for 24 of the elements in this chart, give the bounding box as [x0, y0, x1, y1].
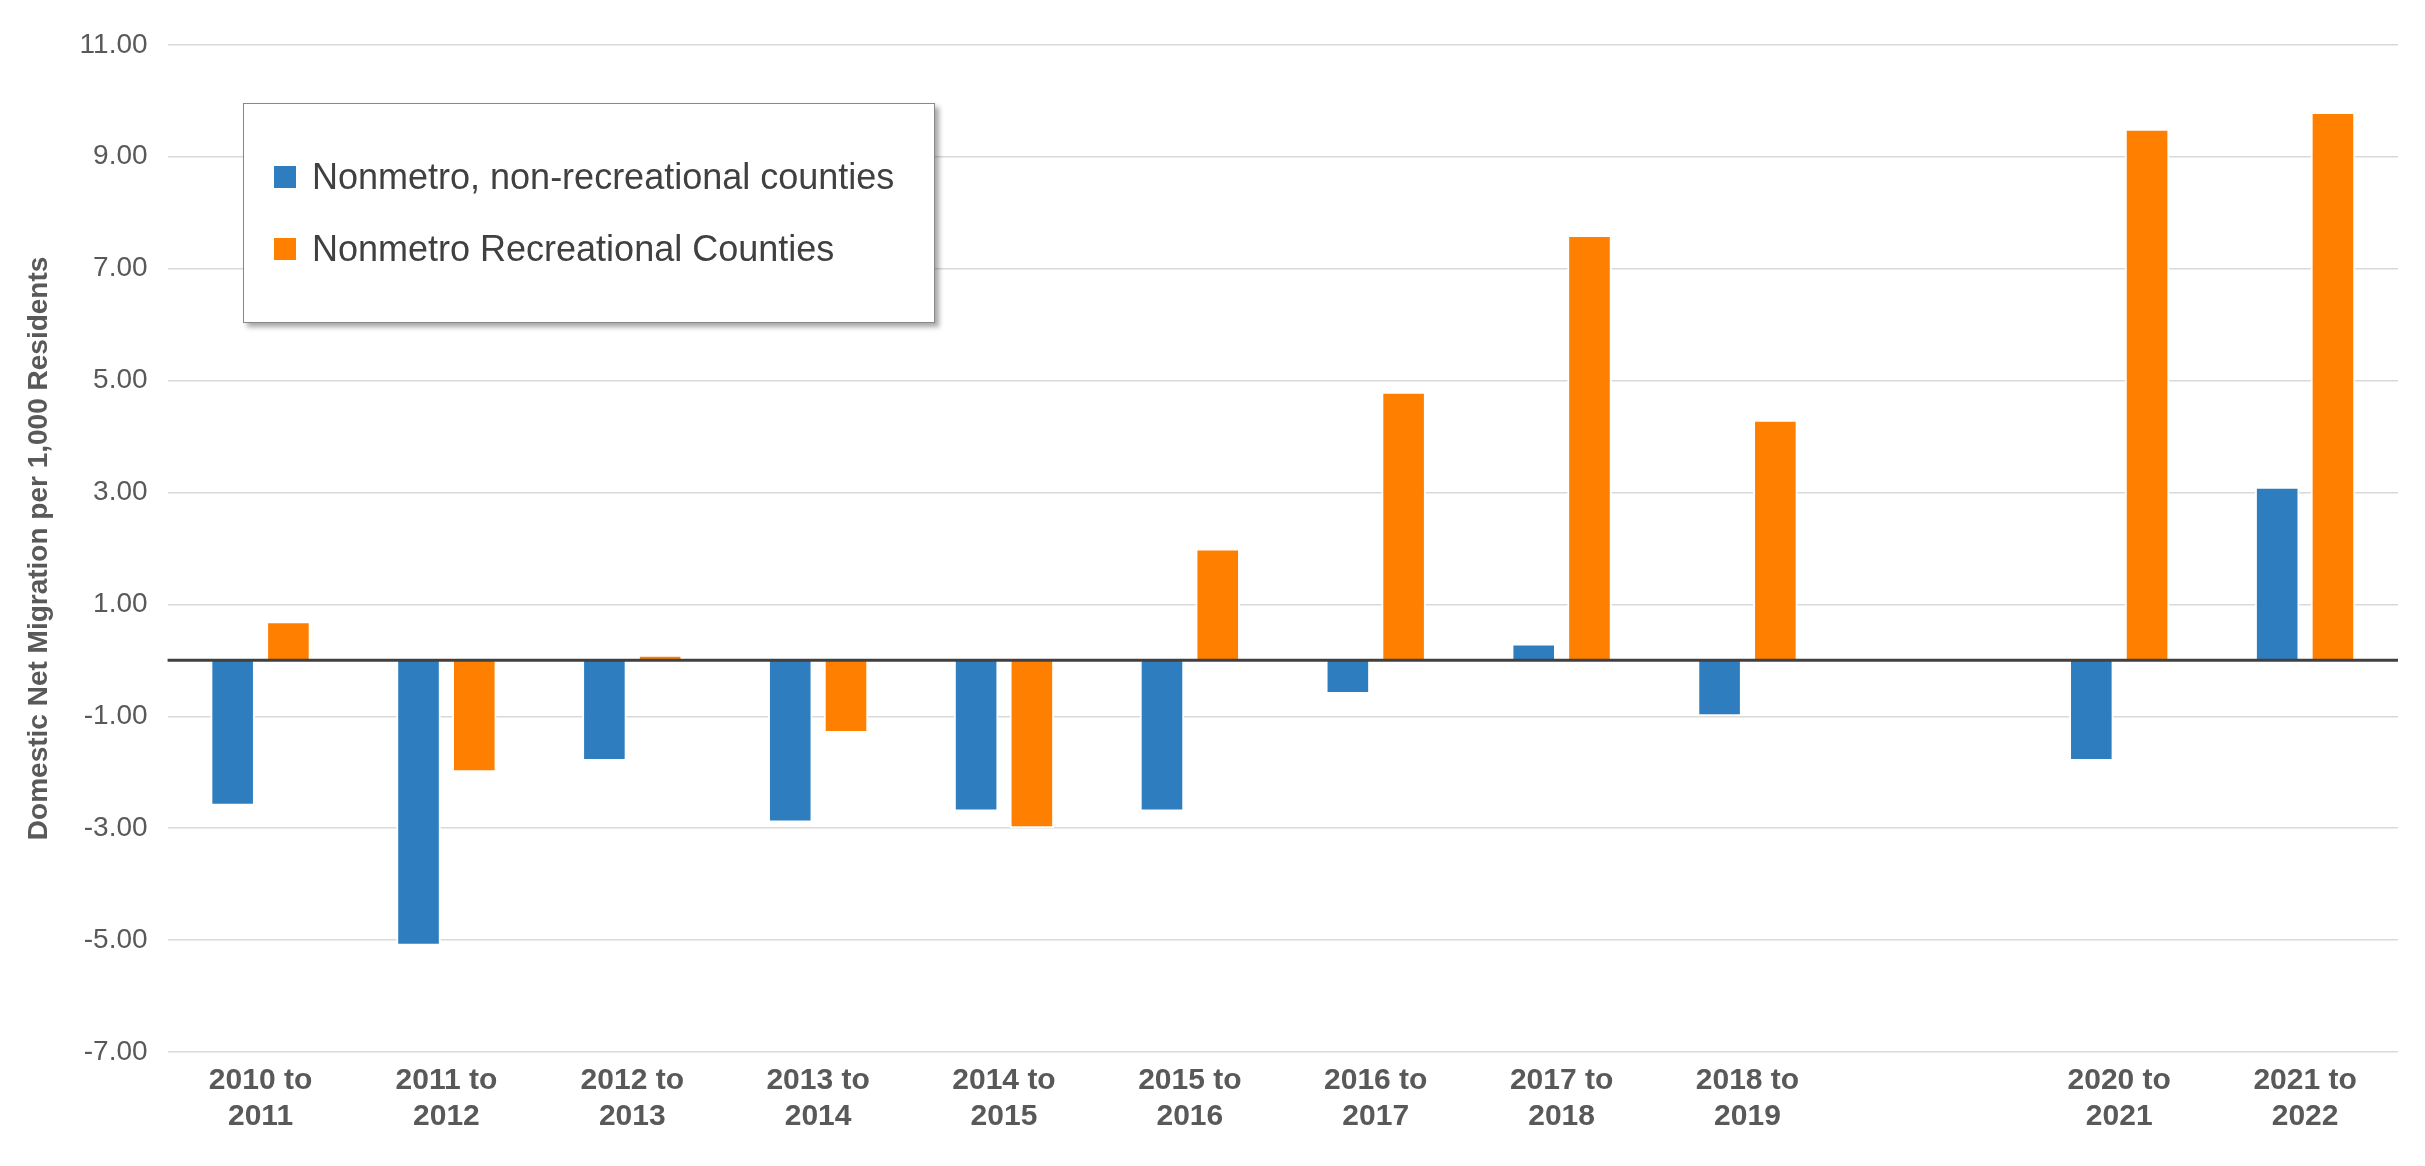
- y-tick-label: 3.00: [93, 475, 148, 507]
- x-tick-label: 2015 to 2016: [1138, 1062, 1242, 1132]
- x-tick-label: 2010 to 2011: [208, 1062, 313, 1132]
- x-tick-label: 2017 to 2018: [1509, 1062, 1614, 1132]
- x-tick-label: 2014 to 2015: [952, 1062, 1056, 1132]
- y-tick-label: 1.00: [93, 587, 148, 619]
- x-tick-label: 2021 to 2022: [2253, 1062, 2357, 1132]
- y-tick-label: 11.00: [79, 27, 148, 59]
- x-tick-label: 2013 to 2014: [766, 1062, 870, 1132]
- x-tick-label: 2011 to 2012: [395, 1062, 498, 1132]
- y-axis-title: Domestic Net Migration per 1,000 Residents: [21, 256, 53, 841]
- x-tick-label: 2020 to 2021: [2067, 1062, 2171, 1132]
- legend-label: Nonmetro, non-recreational counties: [312, 156, 895, 198]
- y-tick-label: -3.00: [83, 810, 148, 842]
- y-tick-label: -1.00: [83, 698, 148, 730]
- y-tick-label: -7.00: [83, 1034, 148, 1066]
- y-tick-label: 7.00: [93, 251, 148, 283]
- x-tick-label: 2016 to 2017: [1324, 1062, 1428, 1132]
- y-tick-label: 5.00: [93, 363, 148, 395]
- x-tick-label: 2018 to 2019: [1695, 1062, 1800, 1132]
- y-tick-label: 9.00: [93, 139, 148, 171]
- y-tick-label: -5.00: [83, 922, 148, 954]
- x-tick-label: 2012 to 2013: [580, 1062, 684, 1132]
- legend-label: Nonmetro Recreational Counties: [312, 228, 835, 270]
